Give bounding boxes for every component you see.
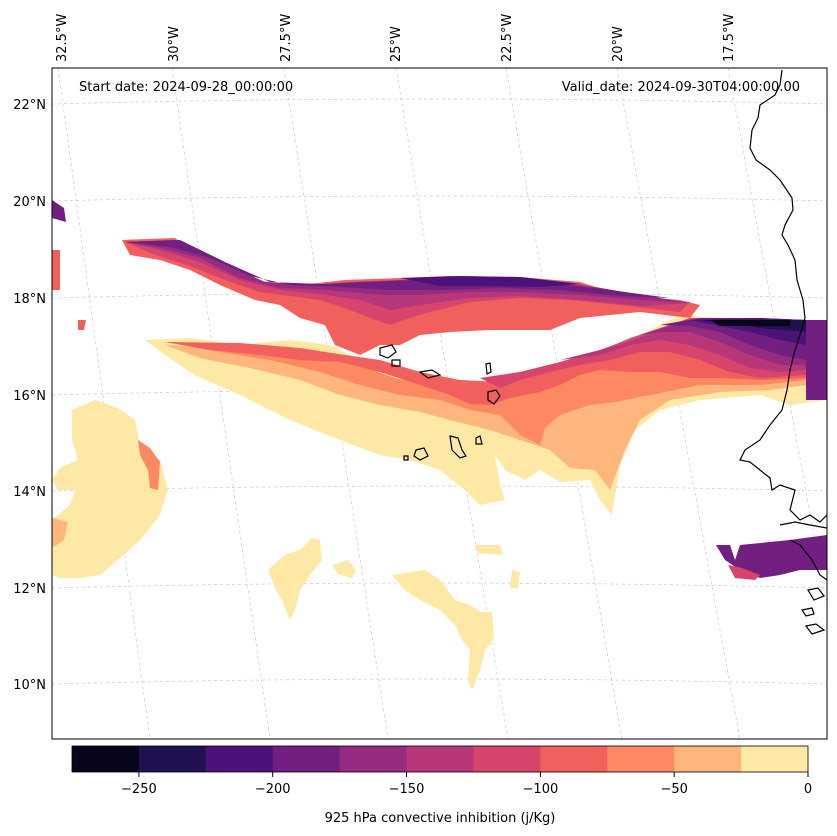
africa-coastline — [739, 69, 827, 523]
cin-patch-w18 — [52, 250, 60, 290]
lon-label: 22.5°W — [500, 14, 515, 62]
colorbar-ticks: −250 −200 −150 −100 −50 0 — [121, 772, 812, 797]
maio-island — [475, 435, 483, 445]
colorbar-tick-label: −200 — [255, 782, 291, 797]
colorbar-tick-label: −250 — [121, 782, 157, 797]
cin-patch-s2 — [332, 560, 356, 578]
cin-patch-nw — [52, 200, 66, 222]
cin-patch-se — [716, 535, 827, 578]
colorbar-segment — [674, 746, 742, 772]
brava-island — [403, 455, 409, 461]
sao-vicente-island — [391, 359, 401, 367]
colorbar-segment — [406, 746, 474, 772]
colorbar-tick-label: 0 — [804, 782, 812, 797]
bijagos-islands — [801, 587, 826, 635]
fogo-island — [413, 447, 429, 461]
longitude-labels: 32.5°W 30°W 27.5°W 25°W 22.5°W 20°W 17.5… — [55, 14, 737, 62]
latitude-labels: 22°N 20°N 18°N 16°N 14°N 12°N 10°N — [13, 98, 46, 693]
santo-antao-island — [379, 344, 397, 359]
cin-patch-s3 — [392, 570, 494, 690]
colorbar-segment — [741, 746, 809, 772]
coastlines — [379, 69, 827, 635]
lat-label: 14°N — [13, 485, 46, 500]
guinea-coastline — [789, 539, 827, 581]
map-contents — [52, 68, 827, 739]
lat-label: 12°N — [13, 582, 46, 597]
sal-island — [485, 362, 492, 375]
cin-region-west-edge — [138, 440, 160, 490]
colorbar-segment — [607, 746, 675, 772]
lon-label: 20°W — [611, 26, 626, 62]
lat-label: 22°N — [13, 98, 46, 113]
lat-label: 20°N — [13, 195, 46, 210]
lon-label: 17.5°W — [722, 14, 737, 62]
lon-label: 25°W — [389, 26, 404, 62]
colorbar-tick-label: −50 — [660, 782, 687, 797]
colorbar-tick-label: −100 — [523, 782, 559, 797]
cin-patch-s4 — [475, 545, 503, 555]
map-border — [51, 67, 828, 740]
colorbar-segment — [272, 746, 341, 772]
lat-label: 16°N — [13, 389, 46, 404]
colorbar-label: 925 hPa convective inhibition (j/Kg) — [325, 811, 556, 826]
cin-patch-s5 — [510, 570, 520, 588]
colorbar-segment — [540, 746, 608, 772]
colorbar-segment — [339, 746, 408, 772]
valid-date-label: Valid_date: 2024-09-30T04:00:00.00 — [562, 80, 800, 95]
lon-label: 27.5°W — [279, 14, 294, 62]
colorbar-segment — [205, 746, 274, 772]
cin-patch-s1 — [268, 538, 322, 620]
lat-label: 18°N — [13, 292, 46, 307]
boa-vista-island — [487, 389, 501, 405]
colorbar-segment — [72, 746, 140, 772]
cin-region-west-core — [52, 518, 68, 548]
santiago-island — [449, 435, 467, 459]
cin-patch-se-2 — [728, 565, 760, 580]
colorbar-segments — [72, 746, 809, 772]
colorbar: −250 −200 −150 −100 −50 0 925 hPa convec… — [71, 745, 812, 826]
colorbar-segment — [138, 746, 207, 772]
colorbar-segment — [473, 746, 541, 772]
cin-patch-w17 — [78, 320, 86, 330]
lat-label: 10°N — [13, 678, 46, 693]
cin-contours — [52, 200, 827, 690]
lon-label: 30°W — [167, 26, 182, 62]
gambia-coastline — [779, 521, 827, 529]
colorbar-border — [71, 745, 809, 773]
cin-north-arm-6 — [400, 276, 580, 287]
colorbar-tick-label: −150 — [389, 782, 425, 797]
cin-band-core — [710, 320, 790, 326]
sao-nicolau-island — [418, 369, 442, 379]
start-date-label: Start date: 2024-09-28_00:00:00 — [79, 80, 293, 95]
lon-label: 32.5°W — [55, 14, 70, 62]
